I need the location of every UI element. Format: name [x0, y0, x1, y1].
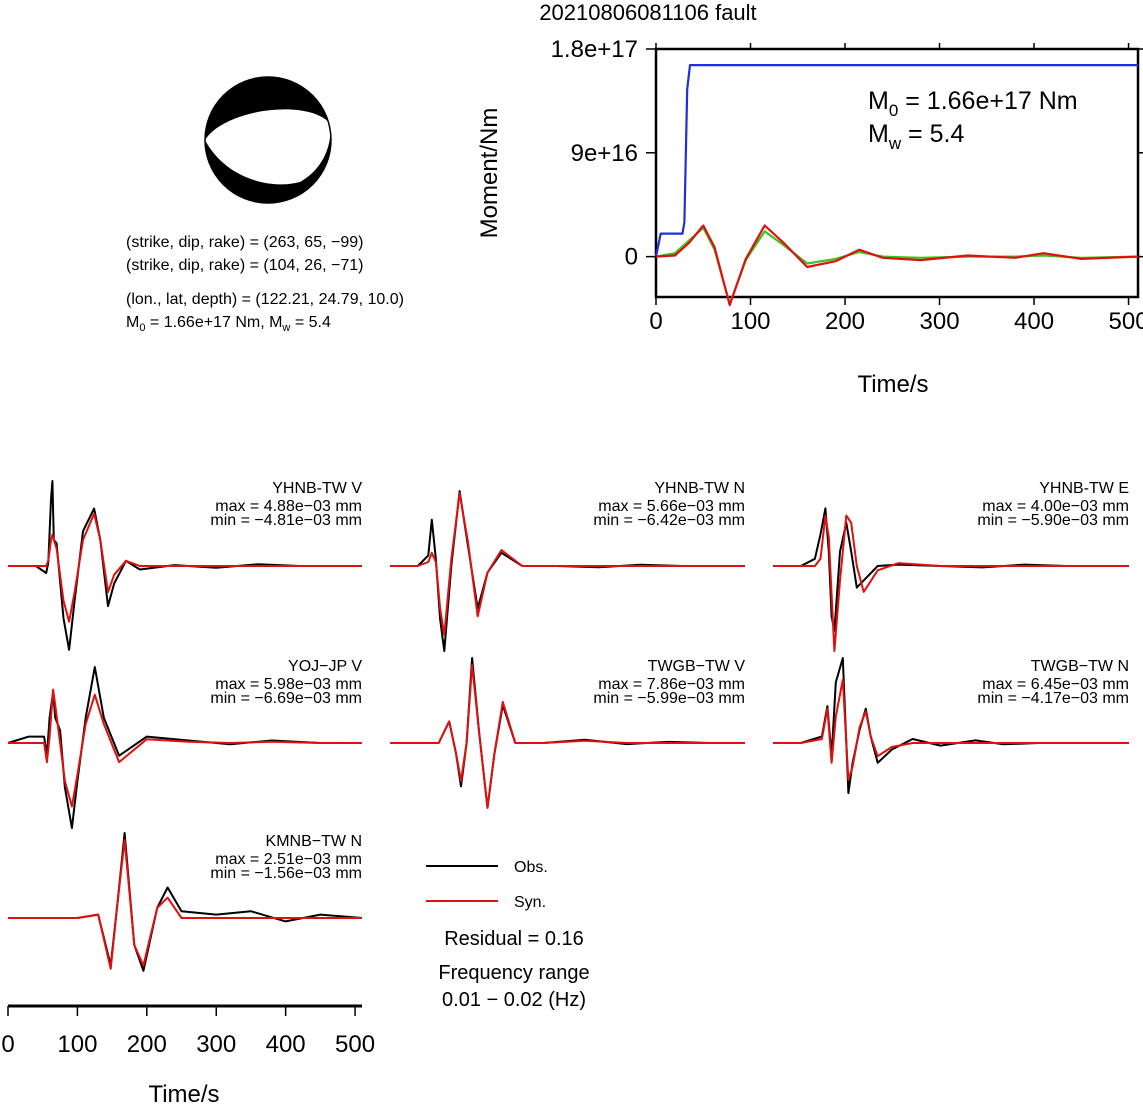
moment-ytick-label: 9e+16 [571, 140, 638, 167]
min-amplitude: min = −5.90e−03 mm [977, 512, 1129, 529]
waveform-xtick-label: 300 [196, 1031, 236, 1058]
waveform-xtick-label: 500 [335, 1031, 375, 1058]
moment-series-green [655, 226, 1139, 305]
waveform-legend: Obs. Syn. Residual = 0.16 Frequency rang… [426, 859, 590, 1011]
min-amplitude: min = −6.42e−03 mm [593, 512, 745, 529]
max-amplitude: max = 7.86e−03 mm [598, 676, 745, 693]
moment-plot-frame [654, 47, 1140, 299]
station-label: TWGB−TW V [648, 658, 746, 675]
location-text: (lon., lat, depth) = (122.21, 24.79, 10.… [126, 291, 404, 308]
mechanism-info: (strike, dip, rake) = (263, 65, −99) (st… [126, 234, 404, 334]
moment-xtick-label: 300 [920, 308, 960, 335]
moment-xtick-label: 100 [730, 308, 770, 335]
max-amplitude: max = 2.51e−03 mm [215, 851, 362, 868]
min-amplitude: min = −5.99e−03 mm [593, 690, 745, 707]
station-label: KMNB−TW N [266, 833, 362, 850]
station-label: YHNB-TW N [654, 480, 745, 497]
max-amplitude: max = 5.98e−03 mm [215, 676, 362, 693]
moment-xlabel: Time/s [857, 371, 928, 398]
moment-series [654, 63, 1139, 307]
max-amplitude: max = 4.00e−03 mm [982, 498, 1129, 515]
min-amplitude: min = −4.17e−03 mm [977, 690, 1129, 707]
waveform-xtick-label: 200 [127, 1031, 167, 1058]
station-label: YHNB-TW V [272, 480, 362, 497]
moment-series-red [655, 224, 1139, 307]
station-label: TWGB−TW N [1031, 658, 1129, 675]
waveform-time-axis: 0 100 200 300 400 500 [1, 1004, 375, 1058]
synthetic-trace [390, 492, 745, 636]
moment-axes: 0 100 200 300 400 500 0 9e+16 1.8e+17 [551, 36, 1143, 335]
moment-ytick-label: 0 [625, 244, 638, 271]
synthetic-trace [390, 664, 745, 809]
max-amplitude: max = 4.88e−03 mm [215, 498, 362, 515]
moment-xtick-label: 500 [1109, 308, 1143, 335]
moment-ylabel: Moment/Nm [476, 108, 503, 239]
moment-series-blue [654, 63, 1138, 257]
min-amplitude: min = −4.81e−03 mm [210, 512, 362, 529]
synthetic-trace [8, 688, 362, 808]
nodal-plane-2: (strike, dip, rake) = (104, 26, −71) [126, 257, 363, 274]
synthetic-trace [8, 512, 362, 623]
station-label: YHNB-TW E [1039, 480, 1129, 497]
waveform-xlabel: Time/s [148, 1081, 219, 1104]
observed-trace [773, 507, 1129, 632]
waveform-xtick-label: 100 [57, 1031, 97, 1058]
figure-title: 20210806081106 fault [539, 0, 756, 25]
waveform-xtick-label: 400 [266, 1031, 306, 1058]
max-amplitude: max = 6.45e−03 mm [982, 676, 1129, 693]
moment-ytick-label: 1.8e+17 [551, 36, 638, 63]
moment-text: M0 = 1.66e+17 Nm, Mw = 5.4 [126, 314, 331, 334]
station-label: YOJ−JP V [288, 658, 362, 675]
frequency-range-value: 0.01 − 0.02 (Hz) [442, 989, 586, 1011]
moment-annotation: M0 = 1.66e+17 Nm Mw = 5.4 [868, 87, 1078, 153]
moment-xtick-label: 200 [825, 308, 865, 335]
waveform-xtick-label: 0 [1, 1031, 14, 1058]
synthetic-trace [773, 678, 1129, 781]
min-amplitude: min = −6.69e−03 mm [210, 690, 362, 707]
synthetic-trace [8, 839, 362, 970]
moment-xtick-label: 400 [1014, 308, 1054, 335]
legend-obs-label: Obs. [514, 859, 548, 876]
m0-annotation: M0 = 1.66e+17 Nm [868, 87, 1078, 120]
legend-syn-label: Syn. [514, 894, 546, 911]
residual-text: Residual = 0.16 [444, 928, 584, 950]
max-amplitude: max = 5.66e−03 mm [598, 498, 745, 515]
min-amplitude: min = −1.56e−03 mm [210, 865, 362, 882]
synthetic-trace [773, 514, 1129, 652]
beachball-icon [204, 76, 332, 204]
moment-xtick-label: 0 [649, 308, 662, 335]
nodal-plane-1: (strike, dip, rake) = (263, 65, −99) [126, 234, 363, 251]
frequency-range-title: Frequency range [438, 962, 589, 984]
mw-annotation: Mw = 5.4 [868, 120, 964, 153]
